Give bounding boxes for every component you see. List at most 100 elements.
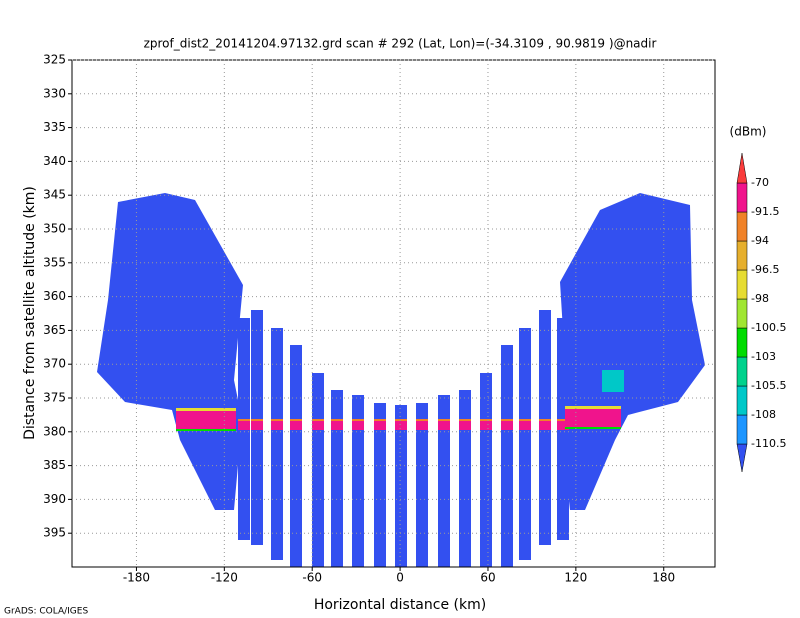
swath-stripe xyxy=(352,395,364,567)
colorbar-unit: (dBm) xyxy=(730,125,767,139)
surface-edge xyxy=(416,419,428,421)
cloud-echo xyxy=(602,370,624,392)
colorbar-box xyxy=(736,385,748,416)
colorbar-box xyxy=(736,356,748,387)
surface-edge xyxy=(238,419,250,421)
colorbar-label: -96.5 xyxy=(751,263,779,276)
surface-edge xyxy=(480,419,492,421)
surface-echo xyxy=(557,420,569,430)
colorbar-box xyxy=(736,414,748,445)
surface-edge xyxy=(374,419,386,421)
surface-edge xyxy=(352,419,364,421)
x-tick-label: 180 xyxy=(652,571,675,585)
colorbar-label: -108 xyxy=(751,408,776,421)
colorbar-box xyxy=(736,327,748,358)
colorbar-label: -98 xyxy=(751,292,769,305)
colorbar-box xyxy=(736,269,748,300)
surface-edge xyxy=(557,419,569,421)
y-tick-label: 380 xyxy=(43,424,66,438)
surface-echo xyxy=(331,420,343,430)
chart-title: zprof_dist2_20141204.97132.grd scan # 29… xyxy=(144,37,657,51)
surface-edge xyxy=(331,419,343,421)
surface-echo xyxy=(501,420,513,430)
y-tick-label: 395 xyxy=(43,526,66,540)
colorbar-label: -94 xyxy=(751,234,769,247)
swath-stripe xyxy=(438,395,450,567)
x-tick-label: -180 xyxy=(123,571,150,585)
surface-echo xyxy=(438,420,450,430)
y-tick-label: 385 xyxy=(43,458,66,472)
y-tick-label: 390 xyxy=(43,492,66,506)
surface-echo xyxy=(395,420,407,430)
surface-echo xyxy=(480,420,492,430)
surface-edge xyxy=(539,419,551,421)
colorbar-label: -110.5 xyxy=(751,437,786,450)
field xyxy=(97,193,705,567)
swath-stripe xyxy=(416,403,428,567)
surface-edge xyxy=(176,408,236,411)
surface-edge xyxy=(271,419,283,421)
colorbar-box xyxy=(736,182,748,213)
x-tick-label: 60 xyxy=(480,571,495,585)
y-tick-label: 370 xyxy=(43,357,66,371)
y-tick-label: 325 xyxy=(43,53,66,67)
swath-stripe xyxy=(290,345,302,567)
y-tick-label: 350 xyxy=(43,222,66,236)
swath-stripe xyxy=(395,405,407,567)
surface-echo xyxy=(374,420,386,430)
swath-stripe xyxy=(480,373,492,567)
x-tick-label: -120 xyxy=(211,571,238,585)
surface-echo xyxy=(271,420,283,430)
surface-edge xyxy=(176,429,236,431)
swath-stripe xyxy=(331,390,343,567)
x-tick-label: 120 xyxy=(564,571,587,585)
surface-echo xyxy=(312,420,324,430)
colorbar-high xyxy=(736,152,748,184)
surface-edge xyxy=(395,419,407,421)
surface-edge xyxy=(565,427,621,429)
surface-echo xyxy=(352,420,364,430)
surface-edge xyxy=(501,419,513,421)
colorbar-box xyxy=(736,298,748,329)
plot-frame xyxy=(71,59,716,568)
y-tick-label: 345 xyxy=(43,188,66,202)
x-tick-label: -60 xyxy=(302,571,322,585)
surface-edge xyxy=(290,419,302,421)
surface-edge xyxy=(438,419,450,421)
swath-stripe xyxy=(501,345,513,567)
y-axis-label: Distance from satellite altitude (km) xyxy=(22,186,38,440)
swath-stripe xyxy=(312,373,324,567)
colorbar-label: -105.5 xyxy=(751,379,786,392)
y-tick-label: 355 xyxy=(43,255,66,269)
right-swath xyxy=(560,193,705,510)
colorbar-label: -70 xyxy=(751,176,769,189)
y-tick-label: 365 xyxy=(43,323,66,337)
surface-echo xyxy=(176,410,236,430)
colorbar-label: -91.5 xyxy=(751,205,779,218)
surface-echo xyxy=(459,420,471,430)
y-tick-label: 375 xyxy=(43,391,66,405)
surface-edge xyxy=(251,419,263,421)
colorbar-label: -103 xyxy=(751,350,776,363)
surface-echo xyxy=(539,420,551,430)
swath-stripe xyxy=(459,390,471,567)
colorbar-box xyxy=(736,211,748,242)
y-tick-label: 330 xyxy=(43,86,66,100)
surface-echo xyxy=(251,420,263,430)
surface-echo xyxy=(238,420,250,430)
surface-edge xyxy=(312,419,324,421)
surface-echo xyxy=(416,420,428,430)
surface-echo xyxy=(565,408,621,428)
surface-edge xyxy=(519,419,531,421)
y-tick-label: 335 xyxy=(43,120,66,134)
surface-echo xyxy=(519,420,531,430)
x-tick-label: 0 xyxy=(396,571,404,585)
surface-edge xyxy=(565,406,621,409)
colorbar-box xyxy=(736,240,748,271)
swath-stripe xyxy=(374,403,386,567)
y-tick-label: 360 xyxy=(43,289,66,303)
footer: GrADS: COLA/IGES xyxy=(4,607,88,617)
surface-echo xyxy=(290,420,302,430)
colorbar-label: -100.5 xyxy=(751,321,786,334)
